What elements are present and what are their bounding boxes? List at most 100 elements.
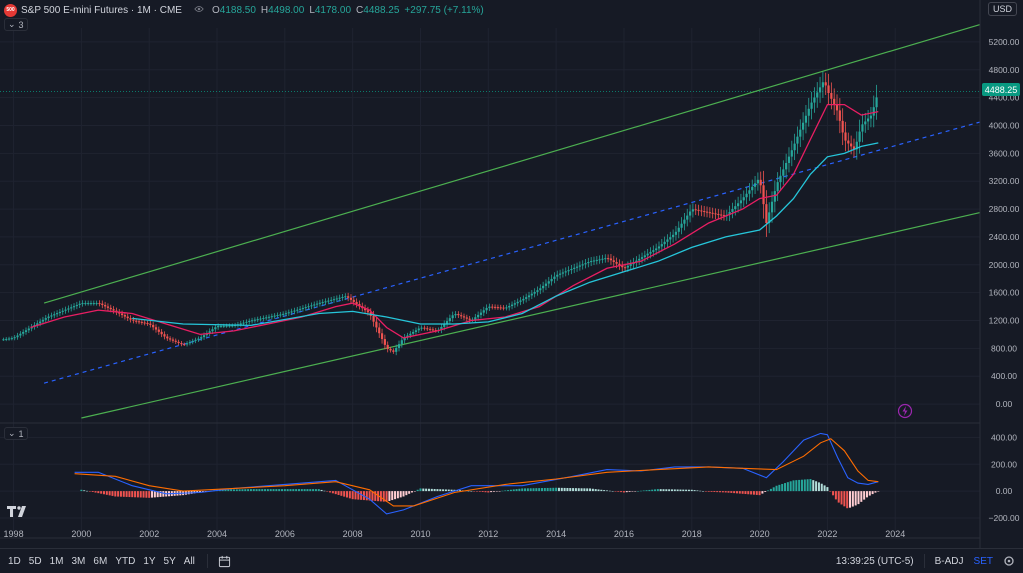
- badj-toggle[interactable]: B-ADJ: [935, 556, 964, 567]
- candle-body: [599, 259, 601, 260]
- macd-histogram-bar: [323, 491, 325, 492]
- candle-body: [562, 272, 564, 273]
- timeframe-ytd[interactable]: YTD: [115, 556, 135, 567]
- macd-tick-label: 400.00: [991, 432, 1017, 442]
- timeframe-1d[interactable]: 1D: [8, 556, 21, 567]
- macd-histogram-bar: [527, 488, 529, 491]
- candle-body: [333, 299, 335, 300]
- time-tick-label: 2008: [343, 529, 363, 539]
- calendar-range-icon[interactable]: [218, 555, 231, 568]
- timeframe-1m[interactable]: 1M: [50, 556, 64, 567]
- timeframe-all[interactable]: All: [184, 556, 195, 567]
- candle-body: [556, 275, 558, 277]
- candle-body: [59, 312, 61, 313]
- timeframe-1y[interactable]: 1Y: [143, 556, 155, 567]
- candle-body: [285, 313, 287, 314]
- candle-body: [686, 216, 688, 220]
- macd-histogram-bar: [439, 489, 441, 491]
- macd-histogram-bar: [668, 489, 670, 491]
- macd-histogram-bar: [241, 489, 243, 491]
- candle-body: [56, 313, 58, 314]
- macd-histogram-bar: [634, 491, 636, 492]
- time-tick-label: 2010: [410, 529, 430, 539]
- candle-body: [785, 163, 787, 169]
- candle-body: [762, 185, 764, 204]
- candle-body: [432, 329, 434, 330]
- macd-histogram-bar: [95, 491, 97, 492]
- candle-body: [531, 294, 533, 296]
- timeframe-6m[interactable]: 6M: [93, 556, 107, 567]
- macd-histogram-bar: [380, 491, 382, 501]
- timeframe-5d[interactable]: 5D: [29, 556, 42, 567]
- candle-body: [288, 312, 290, 313]
- macd-histogram-bar: [631, 491, 633, 492]
- clock-time[interactable]: 13:39:25 (UTC-5): [836, 556, 914, 567]
- candle-body: [158, 330, 160, 332]
- candle-body: [367, 310, 369, 312]
- candle-body: [268, 317, 270, 318]
- macd-histogram-bar: [696, 490, 698, 491]
- candle-body: [596, 260, 598, 261]
- bottom-toolbar: 1D 5D 1M 3M 6M YTD 1Y 5Y All 13:39:25 (U…: [0, 548, 1023, 573]
- candle-body: [794, 144, 796, 151]
- macd-histogram-bar: [841, 491, 843, 504]
- currency-button[interactable]: USD: [988, 2, 1017, 16]
- time-tick-label: 2024: [885, 529, 905, 539]
- symbol-logo[interactable]: 500: [4, 4, 17, 17]
- eye-icon[interactable]: [194, 5, 204, 16]
- macd-histogram-bar: [691, 490, 693, 491]
- chart-canvas[interactable]: 5200.004800.004400.004000.003600.003200.…: [0, 0, 1023, 548]
- time-axis[interactable]: 1998 2000 2002 2004 2006 2008 2010 2012 2014 2016…: [0, 529, 980, 539]
- macd-histogram-bar: [736, 491, 738, 493]
- symbol-title[interactable]: S&P 500 E-mini Futures · 1M · CME: [21, 5, 182, 16]
- macd-histogram-bar: [569, 488, 571, 491]
- macd-histogram-bar: [561, 488, 563, 491]
- candle-body: [152, 325, 154, 327]
- macd-histogram-bar: [349, 491, 351, 498]
- macd-histogram-bar: [629, 491, 631, 492]
- macd-histogram-bar: [306, 489, 308, 491]
- macd-histogram-bar: [872, 491, 874, 494]
- candle-body: [805, 116, 807, 123]
- candle-body: [228, 326, 230, 327]
- candle-body: [211, 329, 213, 331]
- candle-body: [751, 187, 753, 190]
- candle-body: [426, 328, 428, 329]
- macd-histogram-bar: [284, 489, 286, 491]
- time-tick-label: 2014: [546, 529, 566, 539]
- candle-body: [644, 255, 646, 257]
- macd-tick-label: 200.00: [991, 459, 1017, 469]
- candle-body: [271, 316, 273, 317]
- candle-body: [330, 300, 332, 301]
- timeframe-5y[interactable]: 5Y: [164, 556, 176, 567]
- time-tick-label: 2004: [207, 529, 227, 539]
- macd-histogram-bar: [309, 489, 311, 491]
- macd-histogram-bar: [742, 491, 744, 494]
- price-tick-label: 1200.00: [989, 316, 1020, 326]
- candle-body: [717, 214, 719, 215]
- candle-body: [565, 271, 567, 272]
- macd-indicators-toggle[interactable]: ⌄ 1: [4, 427, 28, 440]
- macd-histogram-bar: [626, 491, 628, 492]
- settings-icon[interactable]: [1003, 555, 1015, 567]
- candle-body: [683, 220, 685, 224]
- macd-histogram-bar: [776, 486, 778, 491]
- candle-body: [412, 332, 414, 334]
- macd-histogram-bar: [679, 490, 681, 492]
- session-toggle[interactable]: SET: [974, 556, 993, 567]
- candle-body: [293, 311, 295, 312]
- macd-histogram-bar: [501, 491, 503, 492]
- candle-body: [613, 260, 615, 262]
- macd-histogram-bar: [97, 491, 99, 493]
- candle-body: [836, 105, 838, 111]
- candle-body: [155, 327, 157, 329]
- candle-body: [240, 323, 242, 324]
- macd-histogram-bar: [824, 485, 826, 491]
- macd-histogram-bar: [660, 489, 662, 491]
- candle-body: [415, 330, 417, 332]
- main-indicators-toggle[interactable]: ⌄ 3: [4, 18, 28, 31]
- candle-body: [870, 116, 872, 119]
- timeframe-3m[interactable]: 3M: [72, 556, 86, 567]
- time-tick-label: 2002: [139, 529, 159, 539]
- close-value: 4488.25: [363, 5, 399, 16]
